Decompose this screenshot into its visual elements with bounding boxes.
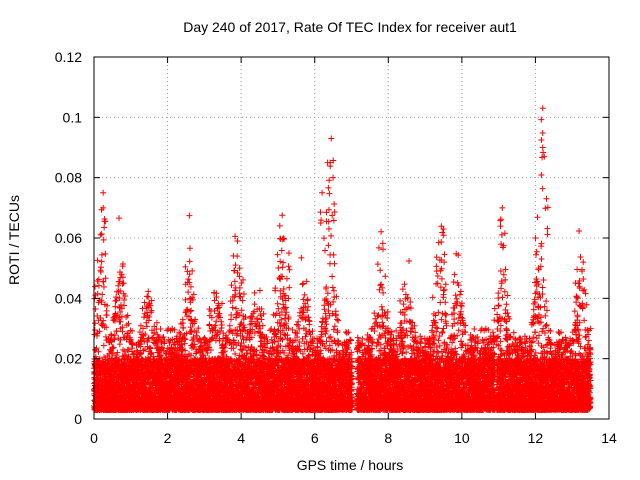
data-point [93, 345, 100, 352]
data-point [92, 320, 99, 327]
data-point [117, 318, 124, 325]
data-point [109, 376, 116, 383]
data-point [94, 313, 101, 320]
data-point [119, 274, 126, 281]
data-point [117, 287, 124, 294]
data-point [116, 295, 123, 302]
data-point [111, 317, 118, 324]
data-point [97, 231, 104, 238]
data-point [113, 297, 120, 304]
data-point [103, 311, 110, 318]
data-point [95, 282, 102, 289]
data-point [116, 341, 123, 348]
grid-lines [94, 57, 609, 419]
data-point [98, 299, 105, 306]
data-point [98, 258, 105, 265]
data-point [95, 348, 102, 355]
data-point [103, 324, 110, 331]
data-point [97, 268, 104, 275]
data-point [112, 297, 119, 304]
data-point [102, 275, 109, 282]
data-point [96, 378, 103, 385]
data-point [95, 276, 102, 283]
data-point [94, 290, 101, 297]
data-point [100, 283, 107, 290]
data-point [113, 328, 120, 335]
data-point [117, 308, 124, 315]
data-point [114, 349, 121, 356]
data-point [112, 303, 119, 310]
data-point [115, 282, 122, 289]
data-point [119, 261, 126, 268]
data-point [100, 317, 107, 324]
data-point [97, 315, 104, 322]
data-point [116, 215, 123, 222]
data-point [108, 331, 115, 338]
data-point [100, 342, 107, 349]
data-point [110, 344, 117, 351]
data-point [111, 332, 118, 339]
data-point [100, 278, 107, 285]
data-point [96, 328, 103, 335]
data-point [92, 283, 99, 290]
data-point [94, 257, 101, 264]
data-point [104, 302, 111, 309]
data-point [91, 327, 98, 334]
data-point [119, 328, 126, 335]
data-point [109, 350, 116, 357]
data-point [104, 360, 111, 367]
data-point [99, 291, 106, 298]
data-points [91, 105, 594, 413]
data-point [117, 336, 124, 343]
